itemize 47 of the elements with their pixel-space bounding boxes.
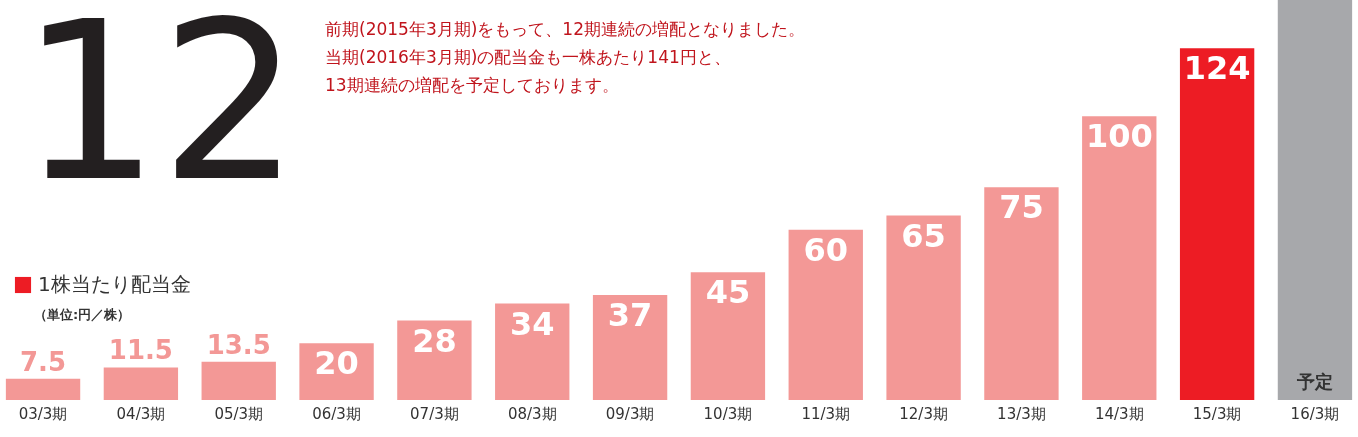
series-label: 予定 [1295,371,1333,392]
data-label: 100 [1085,117,1153,156]
x-tick-label: 05/3期 [214,404,264,423]
annotation: 前期(2015年3月期)をもって、12期連続の増配となりました。 [325,19,805,39]
data-label: 11.5 [108,335,173,366]
data-label: 65 [901,216,946,255]
bar [690,272,766,400]
bar [103,367,179,400]
x-tick-label: 08/3期 [507,404,557,423]
bar [788,229,863,400]
bar [1179,48,1255,400]
annotation: 13期連続の増配を予定しております。 [325,75,619,95]
legend-label: 1株当たり配当金 [38,272,191,296]
data-label: 37 [607,296,653,335]
bar [5,378,81,400]
bar [1082,116,1157,400]
bar [1277,0,1353,400]
x-tick-label: 07/3期 [410,404,459,423]
data-label: 34 [509,304,555,343]
data-label: 28 [412,321,457,360]
x-tick-label: 10/3期 [703,404,753,423]
x-tick-label: 15/3期 [1192,404,1242,423]
data-label: 75 [999,188,1044,227]
data-label: 124 [1183,49,1251,88]
annotation: 当期(2016年3月期)の配当金も一株あたり141円と、 [325,47,731,67]
data-label: 7.5 [20,346,67,377]
annotation: 12 [20,0,300,230]
x-tick-label: 11/3期 [801,404,851,423]
bar [201,361,276,400]
x-tick-label: 09/3期 [605,404,655,423]
x-tick-label: 06/3期 [312,404,361,423]
data-label: 20 [314,344,359,383]
bar [495,303,570,400]
bar [886,215,961,400]
x-tick-label: 03/3期 [18,404,68,423]
x-tick-label: 13/3期 [997,404,1046,423]
x-tick-label: 12/3期 [899,404,948,423]
bar [397,320,472,400]
bar [592,295,668,400]
x-tick-label: 14/3期 [1094,404,1144,423]
data-label: 13.5 [206,329,271,360]
x-tick-label: 04/3期 [116,404,166,423]
x-tick-label: 16/3期 [1290,404,1340,423]
data-label: 60 [803,230,849,269]
bar [984,187,1059,400]
data-label: 45 [705,273,751,312]
y-axis-title: （単位:円／株） [34,307,131,322]
